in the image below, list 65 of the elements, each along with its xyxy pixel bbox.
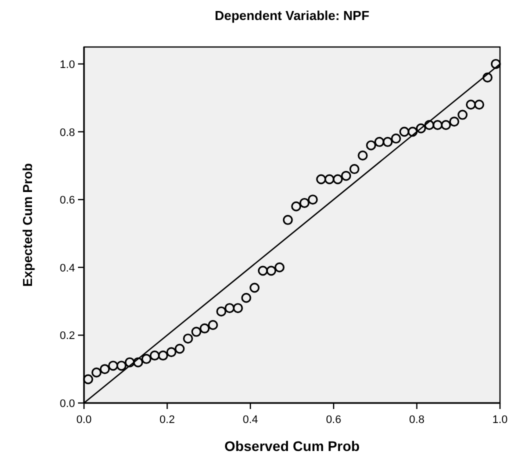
y-axis-title: Expected Cum Prob	[20, 163, 35, 287]
point	[183, 334, 193, 344]
point	[266, 266, 276, 276]
point	[91, 367, 102, 378]
y-tick-label: 0.6	[60, 194, 75, 207]
point	[141, 354, 152, 364]
point	[440, 120, 451, 130]
point	[490, 58, 501, 69]
y-tick-label: 0.8	[60, 126, 75, 139]
point	[424, 120, 434, 130]
point	[108, 360, 118, 371]
x-tick-label: 0.6	[326, 414, 342, 426]
point	[432, 120, 443, 130]
point	[166, 347, 176, 358]
point	[250, 282, 260, 293]
point	[382, 136, 393, 147]
point	[124, 357, 135, 368]
point	[416, 123, 426, 134]
x-axis-title: Observed Cum Prob	[224, 438, 360, 454]
point	[299, 198, 310, 208]
point	[474, 100, 484, 110]
point	[116, 360, 126, 371]
point	[374, 136, 384, 147]
point	[241, 292, 252, 303]
point	[158, 350, 168, 361]
point	[308, 194, 318, 205]
y-tick-label: 0.2	[60, 330, 75, 342]
y-tick-label: 0.4	[60, 262, 75, 274]
x-tick-label: 0.2	[160, 414, 175, 426]
point	[274, 262, 285, 272]
point	[482, 72, 493, 83]
x-tick-label: 0.8	[409, 414, 424, 426]
x-tick-label: 1.0	[492, 414, 508, 426]
point	[191, 326, 202, 337]
point	[133, 357, 144, 368]
point	[349, 164, 360, 174]
x-tick-label: 0.0	[76, 414, 92, 426]
point	[341, 170, 352, 181]
point	[332, 174, 343, 184]
point	[324, 174, 334, 184]
y-tick-label: 0.0	[60, 398, 75, 410]
point	[316, 174, 326, 184]
point	[408, 126, 418, 137]
point	[466, 100, 476, 110]
point	[100, 364, 110, 374]
point	[83, 374, 94, 384]
point	[391, 134, 401, 144]
y-tick-label: 1.0	[60, 58, 75, 71]
point	[216, 306, 226, 316]
chart-title: Dependent Variable: NPF	[214, 8, 370, 23]
point	[174, 344, 185, 354]
x-tick-label: 0.4	[242, 414, 258, 426]
point	[200, 323, 210, 334]
point	[150, 350, 160, 361]
point	[258, 266, 268, 276]
point	[208, 320, 218, 330]
point	[358, 150, 368, 160]
point	[232, 303, 243, 314]
point	[458, 110, 468, 120]
point	[366, 140, 376, 150]
point	[224, 303, 235, 314]
point	[282, 214, 293, 225]
point	[399, 126, 410, 137]
point	[449, 116, 460, 127]
point	[291, 201, 302, 212]
